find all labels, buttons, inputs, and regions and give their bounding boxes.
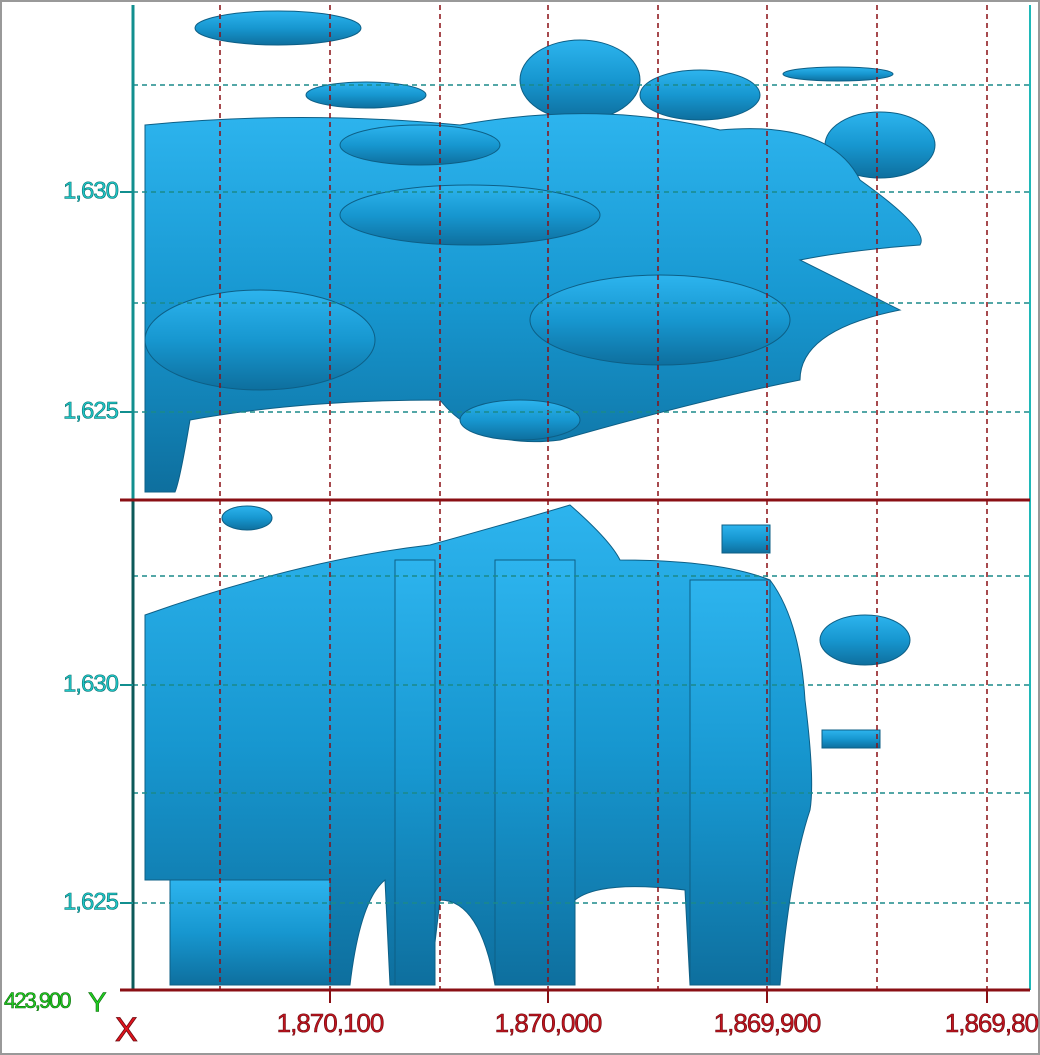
x-tick-label: 1,870,100 xyxy=(277,1008,384,1038)
y-axis-label: Y xyxy=(88,986,107,1017)
x-tick-label: 1,869,80 xyxy=(945,1008,1039,1038)
x-axis-label: X xyxy=(115,1011,138,1049)
y-tick-label: 1,630 xyxy=(63,670,119,697)
top-blobs xyxy=(145,11,935,492)
x-tick-label: 1,870,000 xyxy=(495,1008,602,1038)
y-tick-label: 1,625 xyxy=(63,888,119,915)
z-value-label: 423,900 xyxy=(4,988,71,1013)
y-tick-label: 1,625 xyxy=(63,397,119,424)
y-tick-label: 1,630 xyxy=(63,177,119,204)
x-tick-label: 1,869,900 xyxy=(714,1008,821,1038)
viewer: 1,630 1,625 1,630 1,625 1,870,100 1,870,… xyxy=(0,0,1040,1055)
bottom-blobs xyxy=(145,505,910,985)
